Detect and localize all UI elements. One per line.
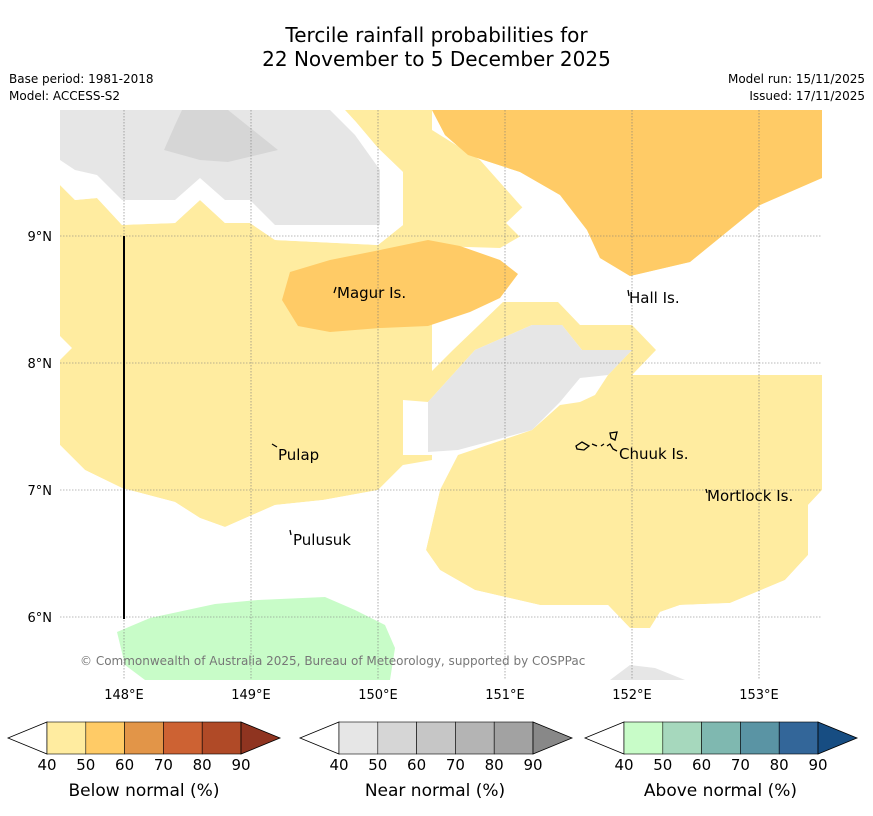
- island-mortlock: [705, 488, 708, 494]
- tick-above-90: 90: [808, 756, 828, 774]
- meta-right: Model run: 15/11/2025 Issued: 17/11/2025: [728, 71, 865, 105]
- copyright-text: © Commonwealth of Australia 2025, Bureau…: [80, 654, 585, 668]
- colorbar-below-segment: [46, 721, 87, 755]
- tick-above-60: 60: [692, 756, 712, 774]
- island-magur: [333, 286, 337, 294]
- colorbar-above-segment: [701, 721, 741, 755]
- colorbar-below-segment: [124, 721, 164, 755]
- colorbar-near-segment: [338, 721, 379, 755]
- tick-near-60: 60: [407, 756, 427, 774]
- colorbar-below-segment: [163, 721, 203, 755]
- label-magur: Magur Is.: [337, 284, 406, 302]
- map-title-line2: 22 November to 5 December 2025: [262, 47, 611, 71]
- tick-near-80: 80: [484, 756, 504, 774]
- meta-left: Base period: 1981-2018 Model: ACCESS-S2: [9, 71, 154, 105]
- region-below-50-magur: [282, 240, 518, 332]
- tick-below-50: 50: [76, 756, 96, 774]
- lon-label-150: 150°E: [358, 688, 398, 703]
- tick-above-50: 50: [653, 756, 673, 774]
- lon-label-149: 149°E: [231, 688, 271, 703]
- region-below-40-center: [345, 110, 540, 248]
- tick-near-50: 50: [368, 756, 388, 774]
- label-pulusuk: Pulusuk: [293, 531, 351, 549]
- colorbar-above-min-arrow: [583, 721, 625, 755]
- colorbar-above-max-arrow: [817, 721, 859, 755]
- tick-near-70: 70: [445, 756, 465, 774]
- islands: [271, 286, 708, 536]
- tick-below-70: 70: [153, 756, 173, 774]
- map-title-line1: Tercile rainfall probabilities for: [285, 23, 588, 47]
- tick-below-40: 40: [37, 756, 57, 774]
- label-mortlock: Mortlock Is.: [707, 487, 793, 505]
- gridlines: [60, 110, 822, 680]
- legend-colorbars: [6, 721, 859, 755]
- colorbar-above-segment: [778, 721, 819, 755]
- colorbar-near-segment: [455, 721, 495, 755]
- colorbar-near-segment: [493, 721, 534, 755]
- tick-below-60: 60: [115, 756, 135, 774]
- tick-above-70: 70: [730, 756, 750, 774]
- lon-label-153: 153°E: [739, 688, 779, 703]
- lon-label-152: 152°E: [612, 688, 652, 703]
- model-run: Model run: 15/11/2025: [727, 72, 865, 86]
- lat-label-6: 6°N: [28, 611, 53, 626]
- label-hall: Hall Is.: [629, 289, 680, 307]
- base-period: Base period: 1981-2018: [9, 72, 154, 86]
- label-pulap: Pulap: [278, 446, 319, 464]
- colorbar-near-segment: [377, 721, 417, 755]
- colorbar-above-segment: [623, 721, 664, 755]
- colorbar-near-min-arrow: [298, 721, 340, 755]
- colorbar-below: [6, 721, 282, 755]
- region-near-40-center: [428, 325, 632, 452]
- axis-labels: 148°E 149°E 150°E 151°E 152°E 153°E 9°N …: [28, 230, 779, 703]
- tick-near-90: 90: [523, 756, 543, 774]
- legend-title-near: Near normal (%): [364, 781, 506, 801]
- label-chuuk: Chuuk Is.: [619, 445, 688, 463]
- tick-near-40: 40: [329, 756, 349, 774]
- tick-above-80: 80: [769, 756, 789, 774]
- colorbar-below-segment: [201, 721, 242, 755]
- legend-title-above: Above normal (%): [643, 781, 798, 801]
- colorbar-below-segment: [85, 721, 125, 755]
- region-below-50-northeast: [432, 110, 822, 276]
- region-white-diamond: [506, 200, 553, 247]
- region-near-40-topleft: [60, 110, 380, 225]
- region-below-40-west: [60, 110, 432, 527]
- island-pulusuk: [289, 529, 292, 536]
- colorbar-above-segment: [662, 721, 702, 755]
- colorbar-near-max-arrow: [532, 721, 574, 755]
- lon-label-148: 148°E: [104, 688, 144, 703]
- island-chuuk: [575, 431, 618, 452]
- lat-label-8: 8°N: [28, 357, 53, 372]
- colorbar-below-max-arrow: [240, 721, 282, 755]
- region-near-50-topleft: [164, 110, 278, 162]
- tick-below-90: 90: [231, 756, 251, 774]
- lat-label-9: 9°N: [28, 230, 53, 245]
- colorbar-near: [298, 721, 574, 755]
- tick-below-80: 80: [192, 756, 212, 774]
- island-hall: [627, 289, 630, 297]
- map-regions: [60, 110, 822, 680]
- island-pulap: [271, 443, 278, 448]
- region-above-40-south: [117, 597, 395, 680]
- region-near-40-bottom: [610, 665, 685, 680]
- legend-title-below: Below normal (%): [68, 781, 220, 801]
- lon-label-151: 151°E: [485, 688, 525, 703]
- colorbar-below-min-arrow: [6, 721, 48, 755]
- colorbar-near-segment: [416, 721, 456, 755]
- lat-label-7: 7°N: [28, 484, 53, 499]
- tick-above-40: 40: [614, 756, 634, 774]
- colorbar-above: [583, 721, 859, 755]
- colorbar-above-segment: [740, 721, 780, 755]
- model-name: Model: ACCESS-S2: [9, 89, 121, 103]
- issued-date: Issued: 17/11/2025: [749, 89, 865, 103]
